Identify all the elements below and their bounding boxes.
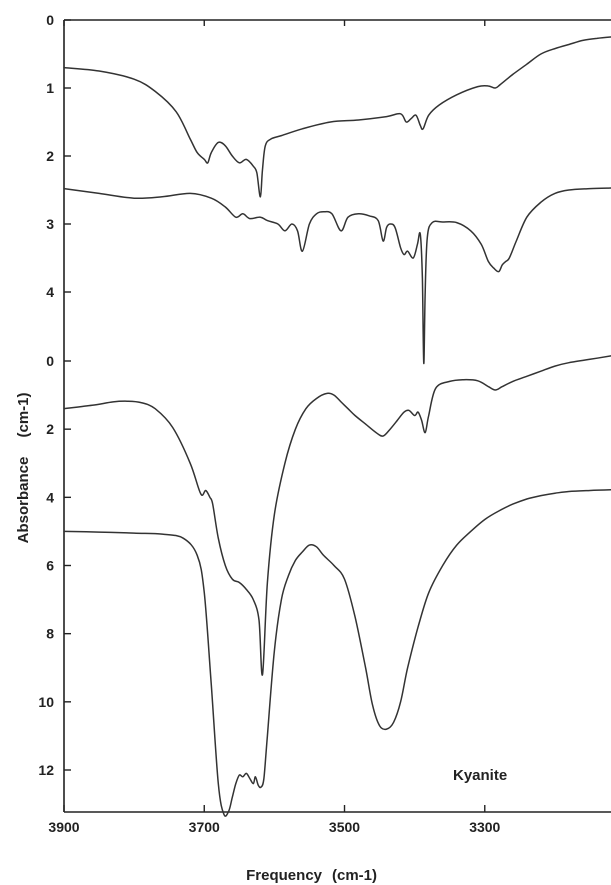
upper-y-tick-label: 3 <box>46 216 54 232</box>
lower-y-tick-label: 0 <box>46 353 54 369</box>
x-tick-label: 3700 <box>189 819 220 835</box>
lower-y-tick-label: 6 <box>46 558 54 574</box>
lower-y-tick-label: 8 <box>46 626 54 642</box>
lower-y-tick-label: 4 <box>46 489 54 505</box>
lower-y-tick-label: 12 <box>38 762 54 778</box>
y-axis-title: Absorbance <box>15 457 32 544</box>
y-axis-unit: (cm-1) <box>15 392 32 437</box>
y-axis-unit-group: (cm-1) <box>15 392 32 437</box>
spectrum-traces <box>63 36 611 817</box>
upper-y-tick-label: 1 <box>46 80 54 96</box>
upper-y-tick-label: 0 <box>46 12 54 28</box>
spectrum-trace-4 <box>63 489 611 817</box>
x-tick-label: 3900 <box>48 819 79 835</box>
x-axis-title: Frequency <box>246 867 323 884</box>
spectrum-trace-3 <box>63 355 611 676</box>
axes <box>63 19 611 813</box>
lower-y-tick-label: 2 <box>46 421 54 437</box>
mineral-label: Kyanite <box>453 767 507 784</box>
x-tick-label: 3500 <box>329 819 360 835</box>
y-axis-title-group: Absorbance <box>15 457 32 544</box>
upper-y-tick-label: 4 <box>46 284 54 300</box>
lower-y-tick-label: 10 <box>38 694 54 710</box>
spectrum-trace-2 <box>63 187 611 365</box>
x-tick-label: 3300 <box>469 819 500 835</box>
spectrum-trace-1 <box>63 36 611 198</box>
upper-y-tick-label: 2 <box>46 148 54 164</box>
x-axis-unit: (cm-1) <box>332 867 377 884</box>
